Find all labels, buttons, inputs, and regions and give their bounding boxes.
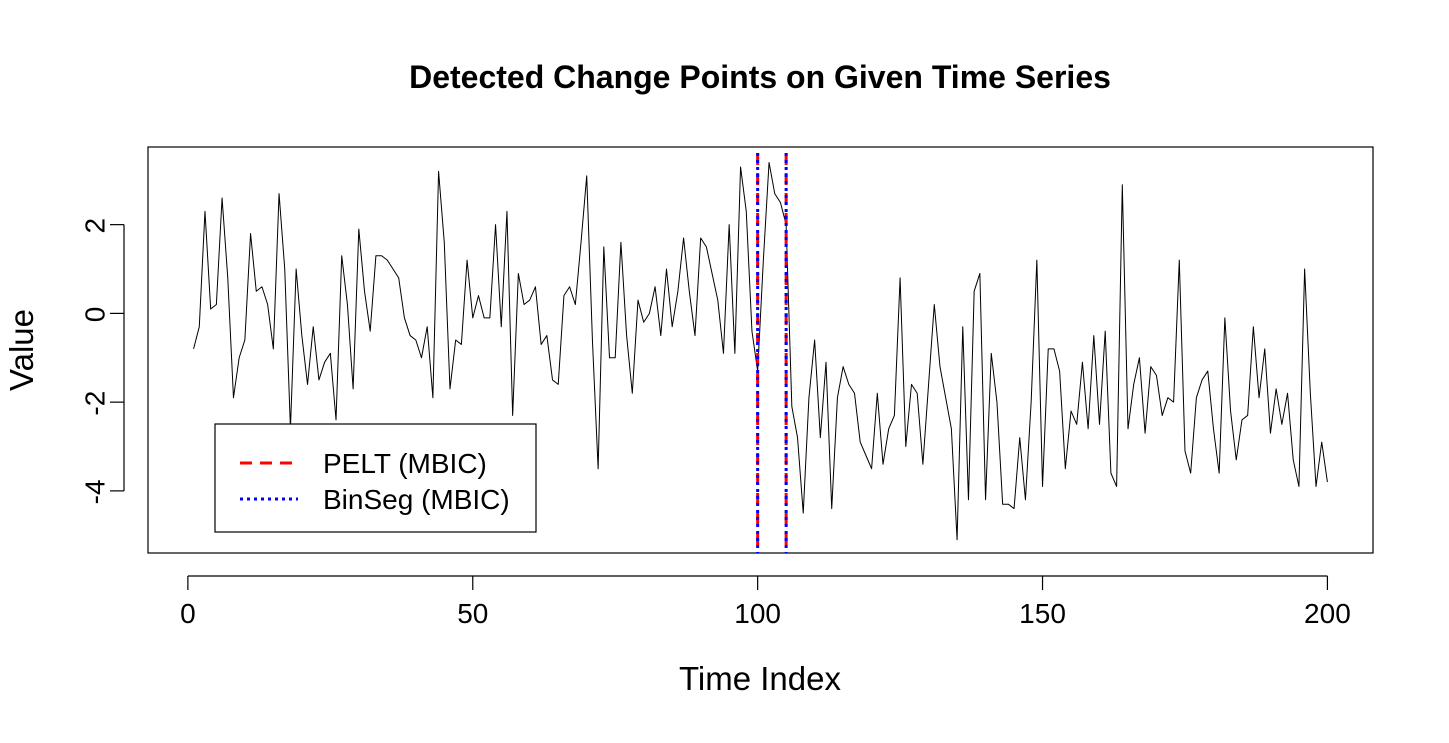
- plot-frame: [147, 146, 1374, 554]
- legend-label-pelt: PELT (MBIC): [323, 448, 487, 479]
- x-axis-label: Time Index: [679, 660, 842, 697]
- x-tick-label: 0: [180, 598, 196, 629]
- series-layer: [193, 162, 1328, 541]
- y-tick-label: -2: [80, 391, 111, 416]
- y-axis-label: Value: [3, 309, 40, 391]
- change-point-layer: [756, 153, 788, 553]
- legend-label-binseg: BinSeg (MBIC): [323, 484, 510, 515]
- legend-box: [214, 423, 537, 533]
- x-tick-label: 200: [1304, 598, 1351, 629]
- legend: PELT (MBIC) BinSeg (MBIC): [214, 423, 537, 533]
- y-tick-label: -4: [80, 479, 111, 504]
- x-axis: 0 50 100 150 200: [180, 575, 1351, 629]
- chart-title: Detected Change Points on Given Time Ser…: [409, 59, 1111, 95]
- x-tick-label: 150: [1019, 598, 1066, 629]
- y-tick-label: 2: [80, 218, 111, 234]
- y-axis: -4 -2 0 2: [80, 218, 125, 504]
- y-tick-label: 0: [80, 307, 111, 323]
- x-tick-label: 50: [457, 598, 488, 629]
- x-tick-label: 100: [734, 598, 781, 629]
- series-line: [193, 162, 1328, 541]
